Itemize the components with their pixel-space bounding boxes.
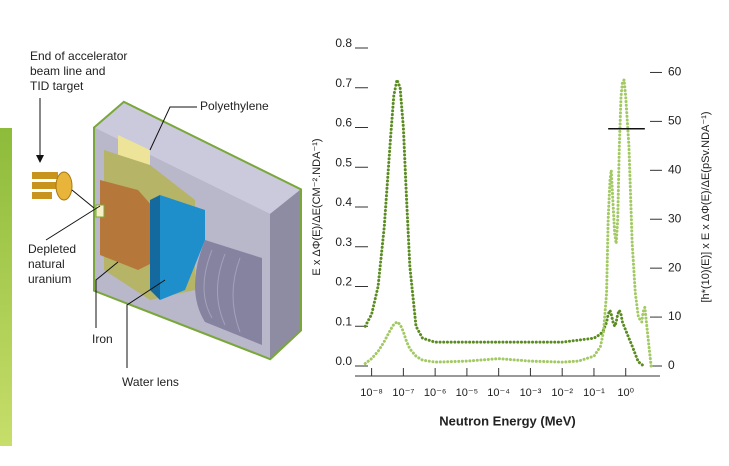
series-line: [363, 74, 645, 368]
y2-tick-label: 30: [668, 211, 682, 225]
y-tick-label: 0.7: [335, 76, 352, 90]
x-tick-label: 10⁰: [617, 387, 634, 399]
y2-tick-label: 10: [668, 309, 682, 323]
uranium: [100, 180, 160, 270]
diagram-label: TID target: [30, 79, 84, 93]
tid-target: [32, 171, 95, 209]
x-tick-label: 10⁻²: [551, 387, 573, 399]
y2-tick-label: 20: [668, 260, 682, 274]
x-tick-label: 10⁻¹: [583, 387, 605, 399]
diagram-label: uranium: [28, 272, 71, 286]
y-tick-label: 0.4: [335, 195, 352, 209]
cavity-ring: [217, 253, 226, 326]
cavity-ring: [203, 249, 213, 319]
diagram-label: natural: [28, 257, 65, 271]
x-tick-label: 10⁻⁸: [360, 387, 383, 399]
y-tick-label: 0.0: [335, 354, 352, 368]
leader: [45, 205, 101, 241]
cavity-ring: [232, 257, 241, 333]
y2-tick-label: 0: [668, 358, 675, 372]
y2-axis-label: [h*(10)(E)] x E x ΔΦ(E)/ΔE(pSv.NDA⁻¹): [700, 111, 712, 302]
top-face: [95, 103, 300, 214]
target-port: [95, 204, 105, 218]
water-lens: [160, 195, 205, 300]
x-tick-label: 10⁻⁷: [392, 387, 414, 399]
diagram-label: Depleted: [28, 242, 76, 256]
diagram-label: Iron: [92, 332, 113, 346]
y-axis-label: E x ΔΦ(E)/ΔE(CM⁻².NDA⁻¹): [311, 138, 323, 275]
chart: 0.0 0.1 0.2 0.3 0.4 0.5 0.6 0.7 0.8 0 10 20 30 40 50 60…: [311, 36, 712, 428]
x-tick-label: 10⁻⁶: [424, 387, 447, 399]
leader: [149, 106, 197, 151]
y2-tick-label: 40: [668, 162, 682, 176]
y2-tick-label: 50: [668, 114, 682, 128]
side-band: [0, 128, 12, 446]
diagram-label: Water lens: [122, 375, 179, 389]
diagram: [32, 98, 302, 368]
diagram-label: beam line and: [30, 64, 105, 78]
x-tick-label: 10⁻³: [520, 387, 542, 399]
leader: [95, 261, 119, 328]
leader: [126, 279, 166, 368]
cavity: [195, 240, 262, 345]
x-axis-label: Neutron Energy (MeV): [439, 413, 576, 428]
y-tick-label: 0.1: [335, 314, 352, 328]
water-lens-edge: [150, 195, 160, 300]
y2-tick-label: 60: [668, 65, 682, 79]
y-tick-label: 0.8: [335, 36, 352, 50]
diagram-label: Polyethylene: [200, 99, 269, 113]
y-tick-label: 0.6: [335, 116, 352, 130]
series-line: [363, 75, 653, 368]
x-tick-label: 10⁻⁵: [456, 387, 479, 399]
beam-arrow: [71, 189, 95, 209]
y-tick-label: 0.5: [335, 155, 352, 169]
side-face: [270, 190, 300, 358]
y-tick-label: 0.3: [335, 235, 352, 249]
y-tick-label: 0.2: [335, 275, 352, 289]
diagram-label: End of accelerator: [30, 49, 127, 63]
x-tick-label: 10⁻⁴: [487, 387, 510, 399]
arrowhead: [36, 155, 44, 163]
